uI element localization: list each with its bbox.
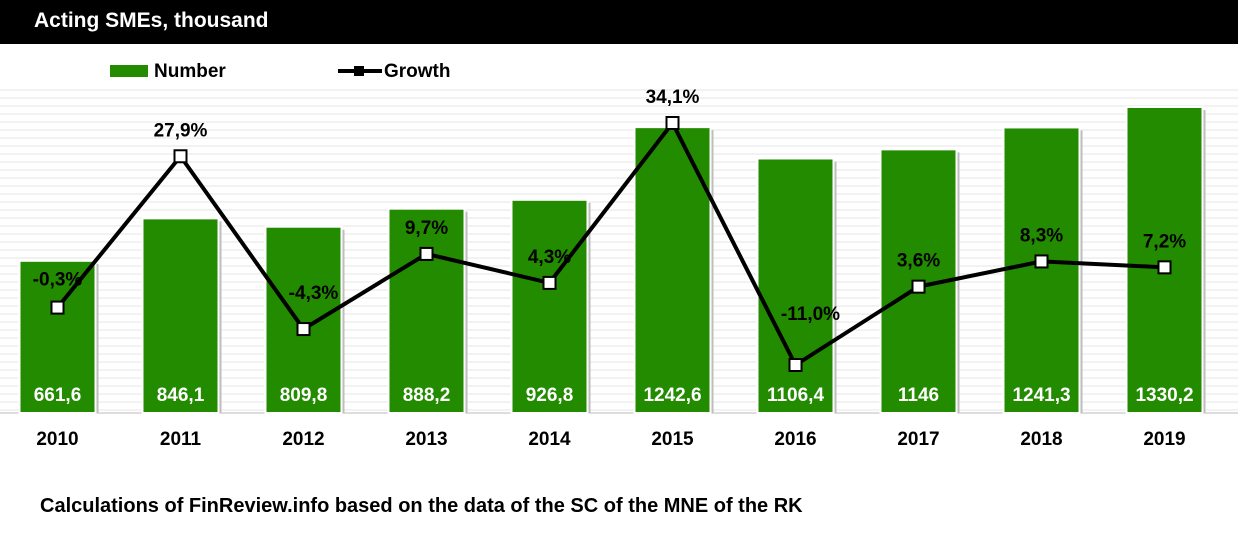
- growth-marker: [911, 279, 926, 294]
- legend-swatch-growth-marker: [354, 66, 364, 76]
- chart-title: Acting SMEs, thousand: [34, 9, 269, 32]
- growth-value-label: 3,6%: [897, 251, 940, 272]
- growth-marker: [419, 246, 434, 261]
- bar-number: [510, 198, 589, 414]
- growth-value-label: 4,3%: [528, 247, 571, 268]
- growth-marker: [50, 300, 65, 315]
- bar-number: [1125, 106, 1204, 414]
- x-tick-label: 2011: [160, 429, 202, 450]
- growth-marker: [1157, 260, 1172, 275]
- bar-number: [387, 207, 466, 414]
- bars: [18, 106, 1206, 415]
- x-tick-label: 2016: [774, 429, 816, 450]
- bar-value-label: 888,2: [403, 385, 451, 406]
- growth-value-label: 9,7%: [405, 218, 448, 239]
- x-tick-label: 2019: [1143, 429, 1185, 450]
- x-tick-label: 2017: [897, 429, 939, 450]
- growth-value-label: 27,9%: [154, 120, 208, 141]
- labels: 661,6 2010 846,1 2011 809,8 2012 888,2 2013 926,…: [33, 87, 1194, 450]
- bar-number: [141, 217, 220, 414]
- growth-value-label: 34,1%: [646, 87, 700, 108]
- bar-value-label: 1241,3: [1012, 385, 1070, 406]
- x-tick-label: 2010: [36, 429, 78, 450]
- growth-value-label: 8,3%: [1020, 225, 1063, 246]
- legend-label-number: Number: [154, 61, 226, 82]
- bar-number: [1002, 126, 1081, 414]
- title-bar: Acting SMEs, thousand: [0, 0, 1238, 44]
- legend-swatch-number: [110, 65, 148, 77]
- x-tick-label: 2012: [282, 429, 324, 450]
- growth-value-label: -4,3%: [289, 283, 339, 304]
- growth-series-line: [55, 119, 1165, 368]
- x-tick-label: 2014: [528, 429, 571, 450]
- x-tick-label: 2018: [1020, 429, 1062, 450]
- chart-plot: 661,6 2010 846,1 2011 809,8 2012 888,2 2013 926,…: [0, 61, 1238, 450]
- bar-value-label: 1106,4: [767, 385, 824, 406]
- growth-marker: [665, 116, 680, 130]
- growth-marker: [542, 275, 557, 290]
- bar-number: [18, 259, 97, 414]
- x-tick-label: 2015: [651, 429, 694, 450]
- bar-number: [756, 157, 835, 414]
- growth-line: [50, 116, 1172, 372]
- growth-marker: [173, 149, 188, 164]
- growth-marker: [296, 322, 311, 337]
- bar-number: [633, 126, 712, 415]
- bar-value-label: 661,6: [34, 385, 82, 406]
- bar-value-label: 1146: [898, 385, 939, 406]
- bar-value-label: 846,1: [157, 385, 205, 406]
- growth-marker: [788, 358, 803, 372]
- growth-value-label: -0,3%: [33, 270, 83, 291]
- bar-value-label: 809,8: [280, 385, 328, 406]
- source-note: Calculations of FinReview.info based on …: [40, 495, 803, 517]
- legend: Number Growth: [110, 61, 451, 82]
- bar-value-label: 1330,2: [1135, 385, 1193, 406]
- bar-value-label: 1242,6: [643, 385, 701, 406]
- bar-number: [264, 225, 343, 414]
- growth-value-label: 7,2%: [1143, 231, 1186, 252]
- bar-value-label: 926,8: [526, 385, 574, 406]
- growth-marker: [1034, 254, 1049, 269]
- x-tick-label: 2013: [405, 429, 447, 450]
- legend-label-growth: Growth: [384, 61, 451, 82]
- growth-value-label: -11,0%: [781, 304, 840, 325]
